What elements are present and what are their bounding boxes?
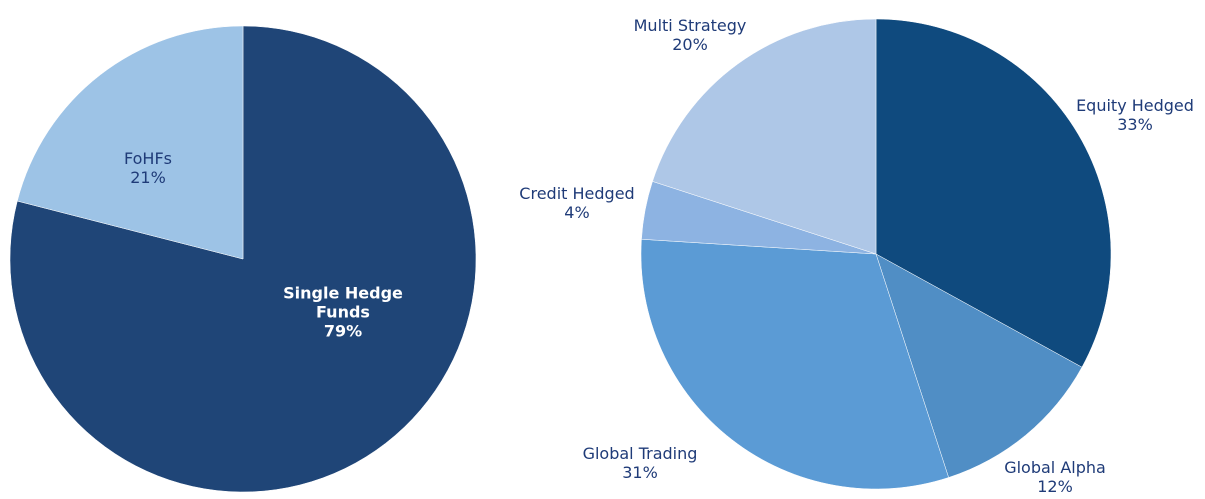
- pie-slice: [652, 18, 877, 255]
- pie-slice: [17, 25, 244, 260]
- slice-label: Credit Hedged 4%: [497, 184, 657, 222]
- slice-name: Credit Hedged: [519, 184, 635, 203]
- slice-label: Single Hedge Funds 79%: [273, 284, 413, 341]
- slice-value: 33%: [1117, 115, 1153, 134]
- pie-slice: [875, 18, 1112, 368]
- slice-name: Global Trading: [582, 444, 698, 463]
- slice-label: FoHFs 21%: [103, 149, 193, 187]
- slice-name: Global Alpha: [1004, 458, 1106, 477]
- slice-label: Equity Hedged 33%: [1055, 96, 1205, 134]
- slice-label: Global Alpha 12%: [985, 458, 1125, 496]
- slice-value: 20%: [672, 35, 708, 54]
- slice-label: Global Trading 31%: [560, 444, 720, 482]
- pie-slice: [875, 253, 1083, 478]
- pie-slice: [640, 238, 949, 490]
- slice-value: 31%: [622, 463, 658, 482]
- slice-value: 79%: [323, 321, 363, 341]
- slice-value: 21%: [130, 168, 166, 187]
- slice-name: FoHFs: [124, 149, 172, 168]
- slice-value: 12%: [1037, 477, 1073, 496]
- slice-name: Single Hedge Funds: [283, 283, 403, 322]
- slice-value: 4%: [564, 203, 590, 222]
- slice-name: Multi Strategy: [633, 16, 747, 35]
- slice-name: Equity Hedged: [1076, 96, 1194, 115]
- slice-label: Multi Strategy 20%: [610, 16, 770, 54]
